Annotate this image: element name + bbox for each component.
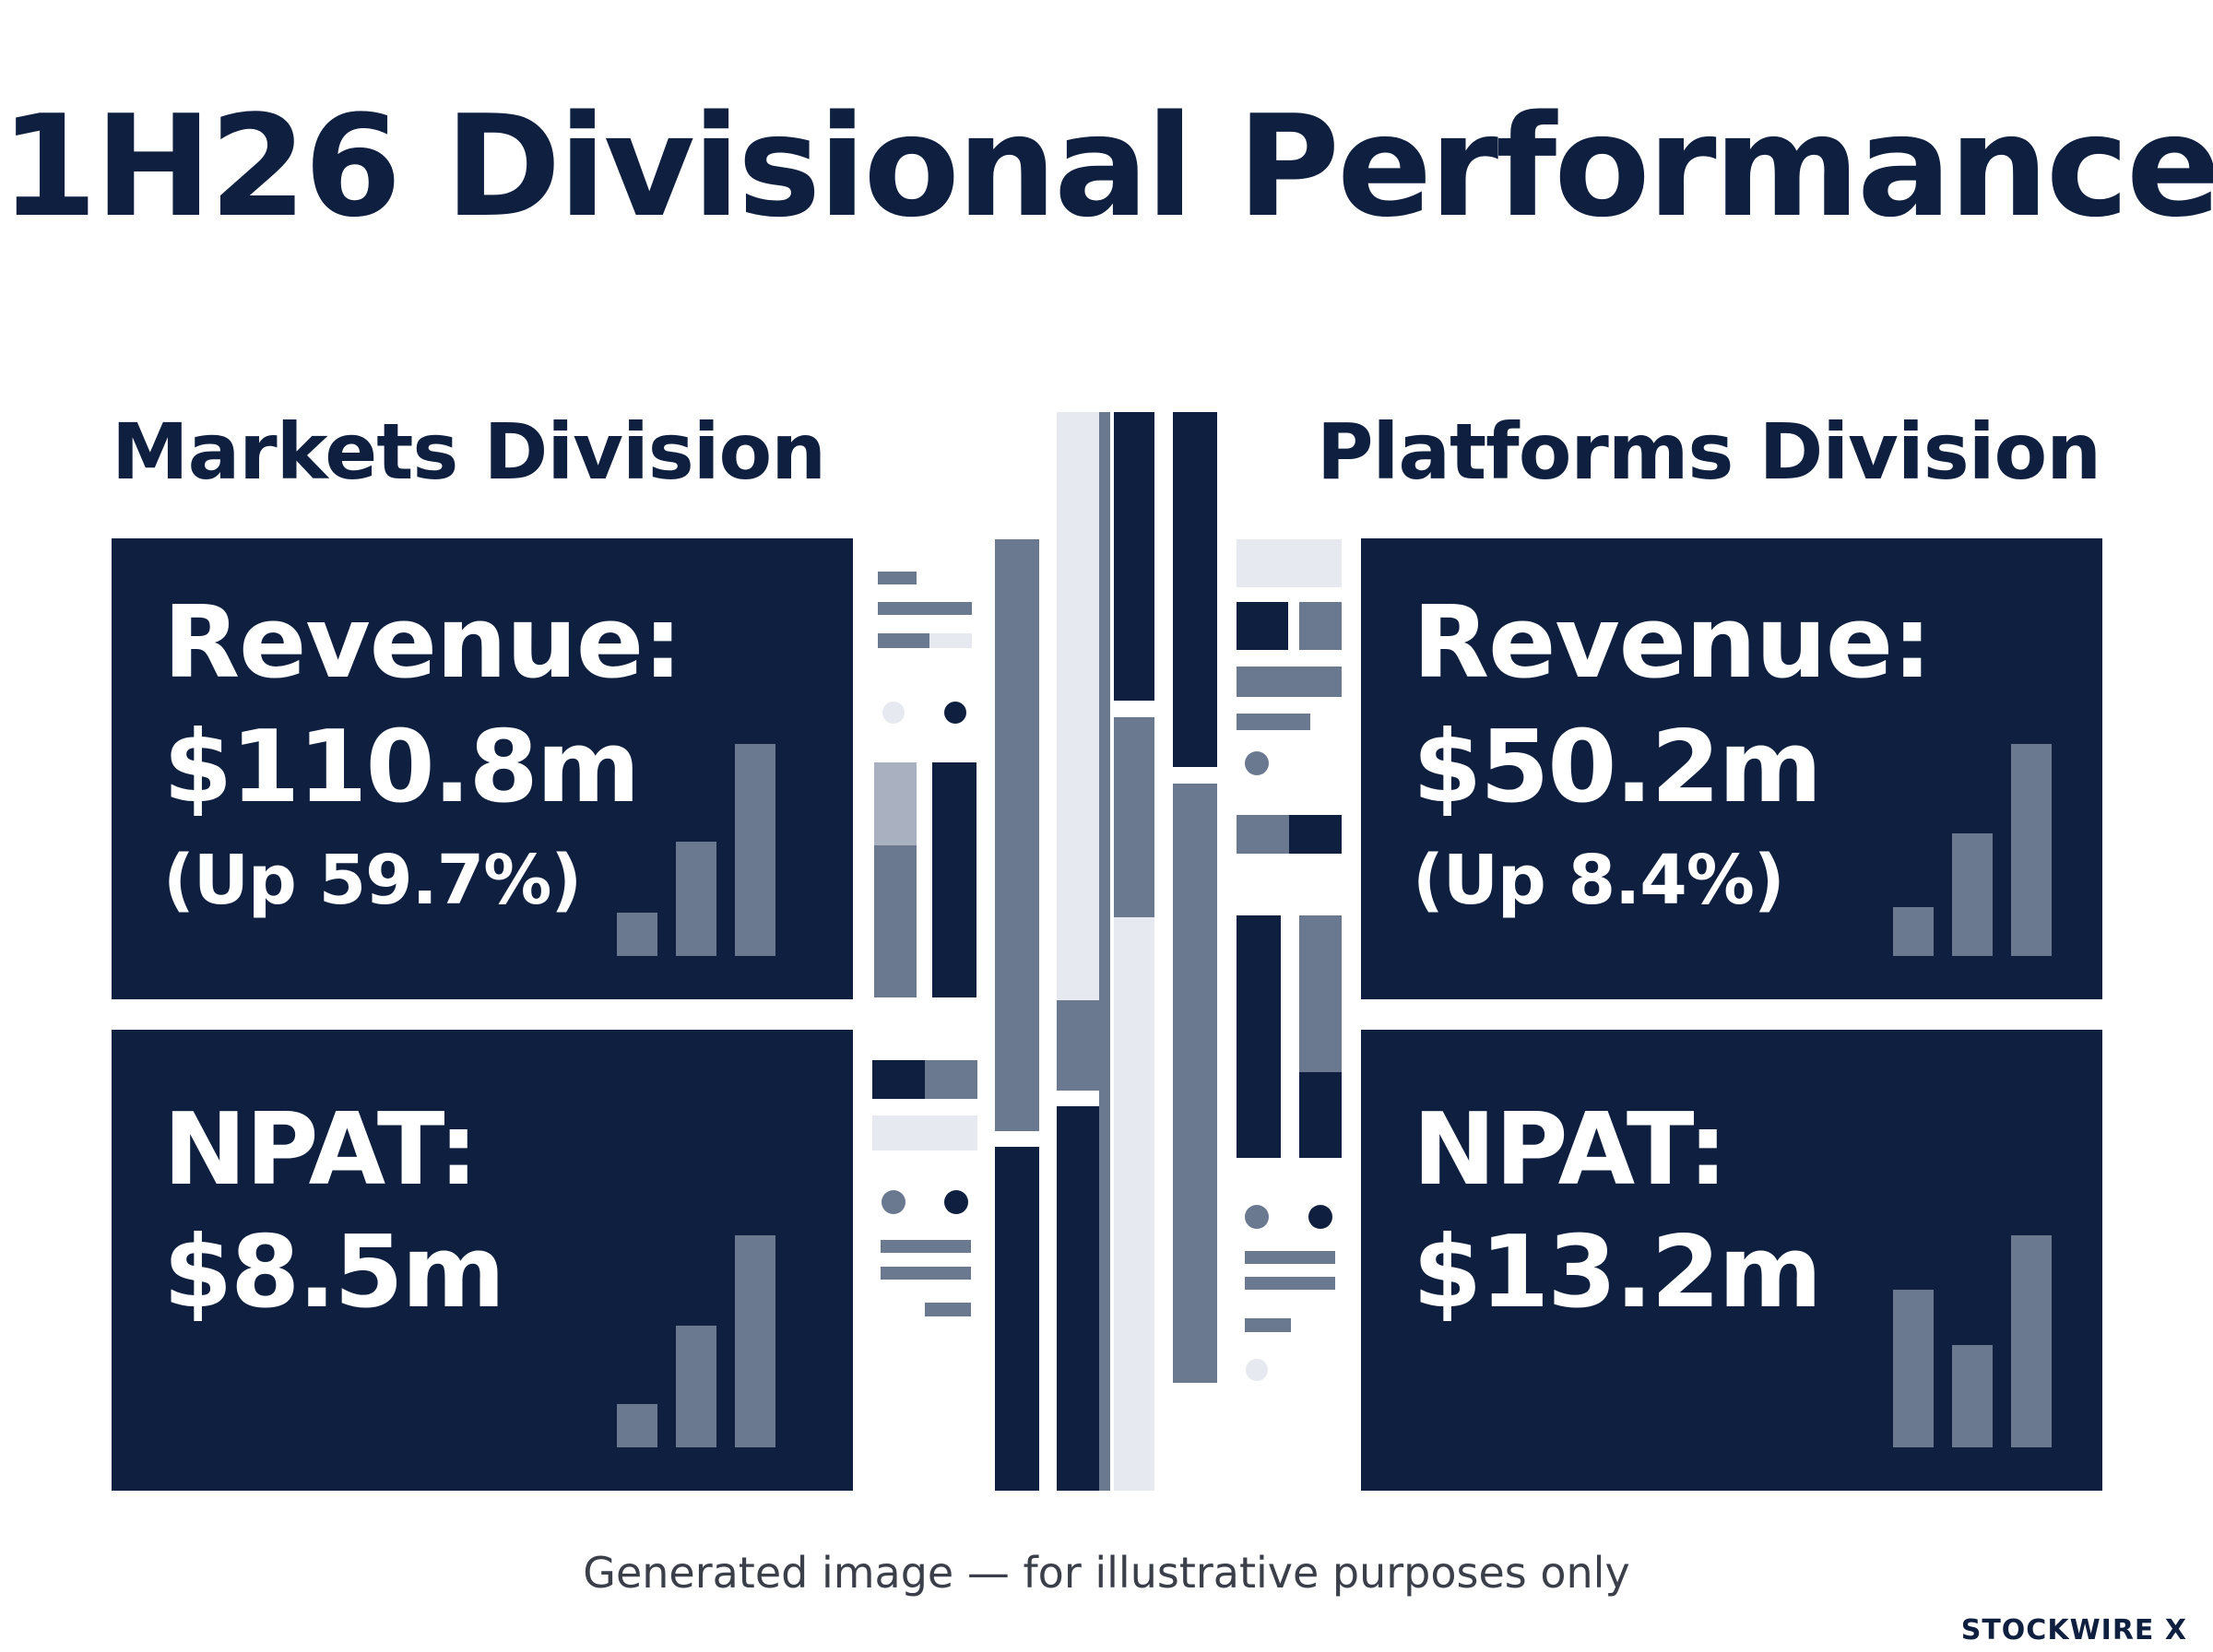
mini-bar-icon — [1952, 833, 1993, 956]
mini-bar-icon — [676, 842, 716, 956]
platforms-revenue-label: Revenue: — [1413, 585, 1932, 701]
mini-bar-icon — [617, 1404, 657, 1447]
markets-revenue-label: Revenue: — [163, 585, 682, 701]
markets-npat-value: $8.5m — [163, 1215, 505, 1330]
platforms-revenue-change: (Up 8.4%) — [1413, 841, 1785, 920]
mini-bar-icon — [735, 744, 775, 956]
mini-bar-icon — [2011, 744, 2052, 956]
mini-bar-icon — [617, 913, 657, 956]
markets-npat-label: NPAT: — [163, 1092, 479, 1208]
brand-logo: STOCKWIRE X — [1960, 1614, 2187, 1646]
markets-revenue-change: (Up 59.7%) — [163, 841, 582, 920]
markets-division-heading: Markets Division — [112, 407, 826, 497]
platforms-revenue-value: $50.2m — [1413, 710, 1822, 825]
platforms-revenue-card: Revenue: $50.2m (Up 8.4%) — [1361, 538, 2102, 999]
page-title: 1H26 Divisional Performance — [0, 85, 2213, 248]
platforms-npat-label: NPAT: — [1413, 1092, 1728, 1208]
mini-bar-icon — [735, 1235, 775, 1447]
platforms-npat-value: $13.2m — [1413, 1215, 1822, 1330]
markets-revenue-value: $110.8m — [163, 710, 640, 825]
markets-revenue-card: Revenue: $110.8m (Up 59.7%) — [112, 538, 853, 999]
markets-npat-card: NPAT: $8.5m — [112, 1030, 853, 1491]
disclaimer-text: Generated image — for illustrative purpo… — [583, 1548, 1630, 1598]
mini-bar-icon — [1893, 1290, 1934, 1447]
mini-bar-icon — [1893, 907, 1934, 956]
mini-bar-icon — [676, 1326, 716, 1447]
platforms-npat-card: NPAT: $13.2m — [1361, 1030, 2102, 1491]
platforms-division-heading: Platforms Division — [1316, 407, 2101, 497]
mini-bar-icon — [1952, 1345, 1993, 1447]
mini-bar-icon — [2011, 1235, 2052, 1447]
